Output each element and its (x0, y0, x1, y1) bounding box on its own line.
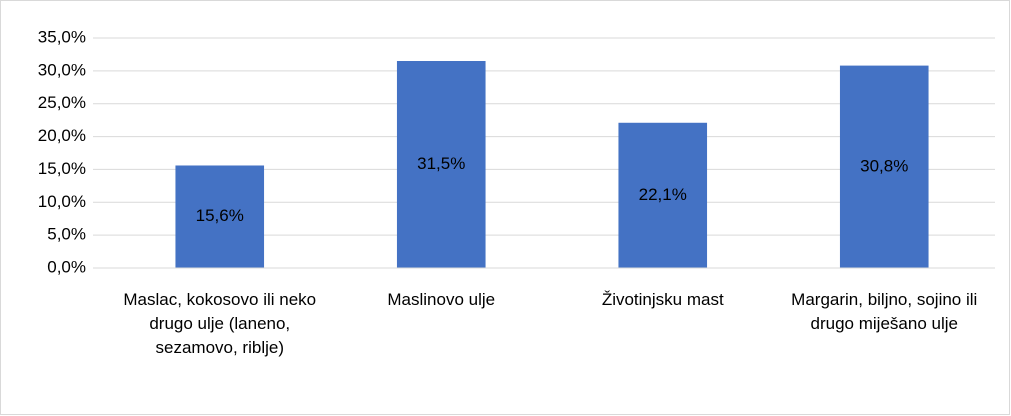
y-tick-label: 5,0% (47, 225, 86, 244)
bar (618, 122, 708, 269)
y-tick-label: 35,0% (38, 27, 86, 46)
bar (396, 61, 486, 268)
bar (839, 65, 929, 268)
data-label: 22,1% (639, 185, 687, 204)
y-tick-label: 20,0% (38, 126, 86, 145)
y-tick-label: 0,0% (47, 257, 86, 276)
data-label: 15,6% (196, 206, 244, 225)
x-tick-label: Maslac, kokosovo ili neko drugo ulje (la… (123, 290, 317, 357)
y-tick-label: 25,0% (38, 93, 86, 112)
x-tick-label: Margarin, biljno, sojino ili drugo miješ… (791, 290, 978, 333)
y-tick-label: 10,0% (38, 192, 86, 211)
x-tick-label: Životinjsku mast (601, 290, 724, 309)
y-tick-label: 15,0% (38, 159, 86, 178)
y-tick-label: 30,0% (38, 60, 86, 79)
x-tick-label: Maslinovo ulje (387, 290, 496, 309)
data-label: 31,5% (417, 154, 465, 173)
data-label: 30,8% (860, 156, 908, 175)
bar (175, 165, 265, 268)
